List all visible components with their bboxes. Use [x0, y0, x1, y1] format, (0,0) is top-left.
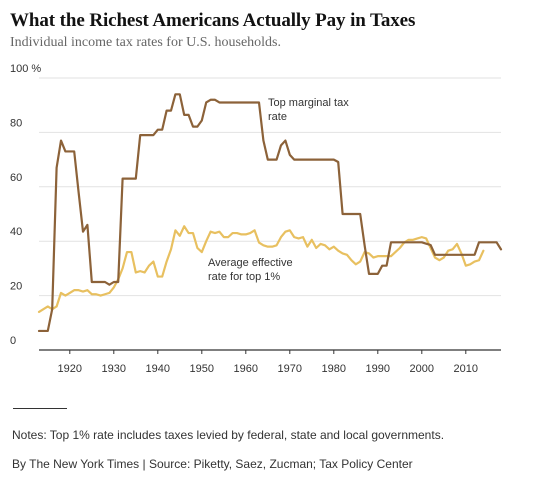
effective-rate-line [37, 225, 485, 314]
x-tick-label: 1940 [146, 363, 170, 375]
x-tick-label: 1970 [278, 363, 302, 375]
notes-divider [13, 408, 67, 409]
chart-title: What the Richest Americans Actually Pay … [10, 10, 416, 31]
x-tick-label: 2000 [410, 363, 434, 375]
y-tick-label: 100 % [10, 63, 41, 75]
x-tick-label: 1990 [366, 363, 390, 375]
series-label: Top marginal tax [268, 97, 349, 109]
series-label: Average effective [208, 257, 293, 269]
series-label: rate [268, 111, 287, 123]
series-label: rate for top 1% [208, 271, 280, 283]
x-tick-label: 1980 [322, 363, 346, 375]
x-tick-label: 1950 [190, 363, 214, 375]
line-chart: 0 20 40 60 80 100 % 1920 1930 1940 1950 1960 1970 1… [10, 63, 503, 375]
top-marginal-rate-line [37, 93, 503, 333]
x-tick-label: 1920 [58, 363, 82, 375]
y-tick-label: 0 [10, 335, 16, 347]
x-tick-label: 1960 [234, 363, 258, 375]
y-tick-label: 40 [10, 226, 22, 238]
x-tick-label: 1930 [102, 363, 126, 375]
chart-subtitle: Individual income tax rates for U.S. hou… [10, 35, 282, 50]
y-tick-label: 20 [10, 281, 22, 293]
chart-credit: By The New York Times | Source: Piketty,… [12, 457, 413, 471]
y-tick-label: 60 [10, 172, 22, 184]
y-tick-label: 80 [10, 117, 22, 129]
chart-notes: Notes: Top 1% rate includes taxes levied… [12, 428, 445, 442]
x-tick-label: 2010 [454, 363, 478, 375]
